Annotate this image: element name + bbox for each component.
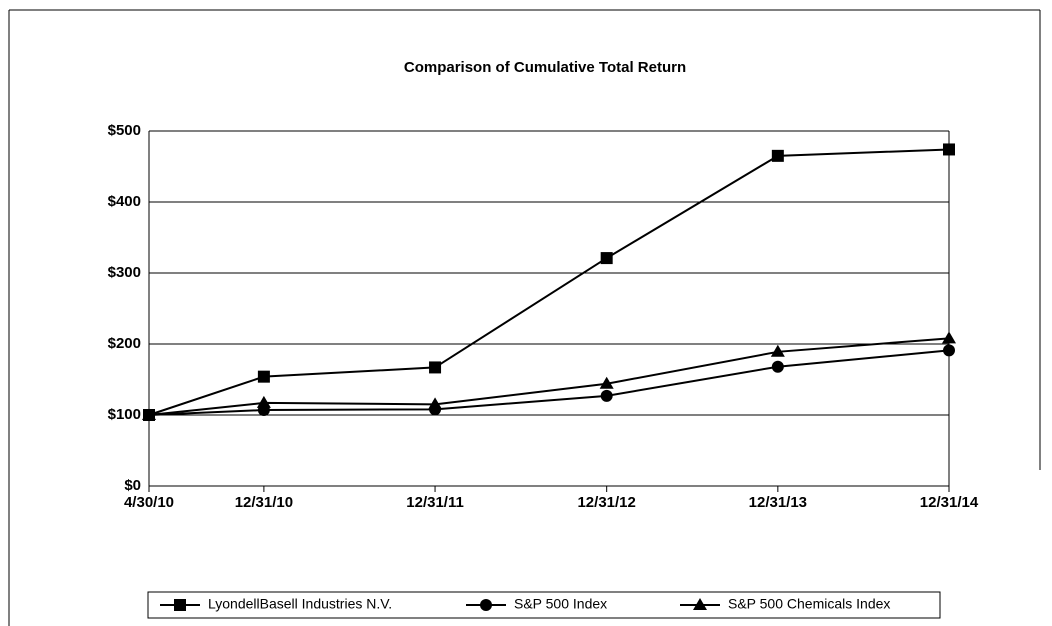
marker — [174, 599, 186, 611]
marker — [428, 397, 443, 410]
marker — [599, 376, 614, 389]
marker — [693, 598, 707, 610]
legend-label: LyondellBasell Industries N.V. — [208, 596, 392, 612]
marker — [480, 599, 492, 611]
marker — [429, 361, 442, 374]
legend-label: S&P 500 Chemicals Index — [728, 596, 890, 612]
marker — [770, 344, 785, 357]
marker — [942, 331, 956, 344]
marker — [256, 395, 271, 408]
y-tick-label: $200 — [108, 335, 141, 352]
marker — [771, 360, 784, 373]
y-tick-label: $0 — [124, 477, 141, 494]
y-tick-label: $400 — [108, 193, 141, 210]
series-line — [148, 337, 950, 416]
x-tick-label: 12/31/10 — [235, 494, 293, 511]
y-tick-label: $500 — [108, 122, 141, 139]
marker — [600, 389, 613, 402]
legend-label: S&P 500 Index — [514, 596, 607, 612]
marker — [943, 344, 955, 357]
legend-box — [147, 591, 941, 619]
x-tick-label: 12/31/11 — [406, 494, 464, 511]
x-tick-label: 12/31/12 — [577, 494, 635, 511]
x-tick-label: 12/31/14 — [920, 494, 979, 511]
x-tick-label: 4/30/10 — [124, 494, 174, 511]
y-tick-label: $300 — [108, 264, 141, 281]
chart-title: Comparison of Cumulative Total Return — [404, 59, 686, 76]
series-line — [148, 349, 950, 416]
y-tick-label: $100 — [108, 406, 141, 423]
marker — [142, 408, 156, 420]
marker — [257, 370, 270, 383]
series-line — [148, 148, 950, 416]
x-tick-label: 12/31/13 — [749, 494, 807, 511]
marker — [943, 143, 955, 156]
marker — [771, 149, 784, 162]
marker — [600, 252, 613, 265]
